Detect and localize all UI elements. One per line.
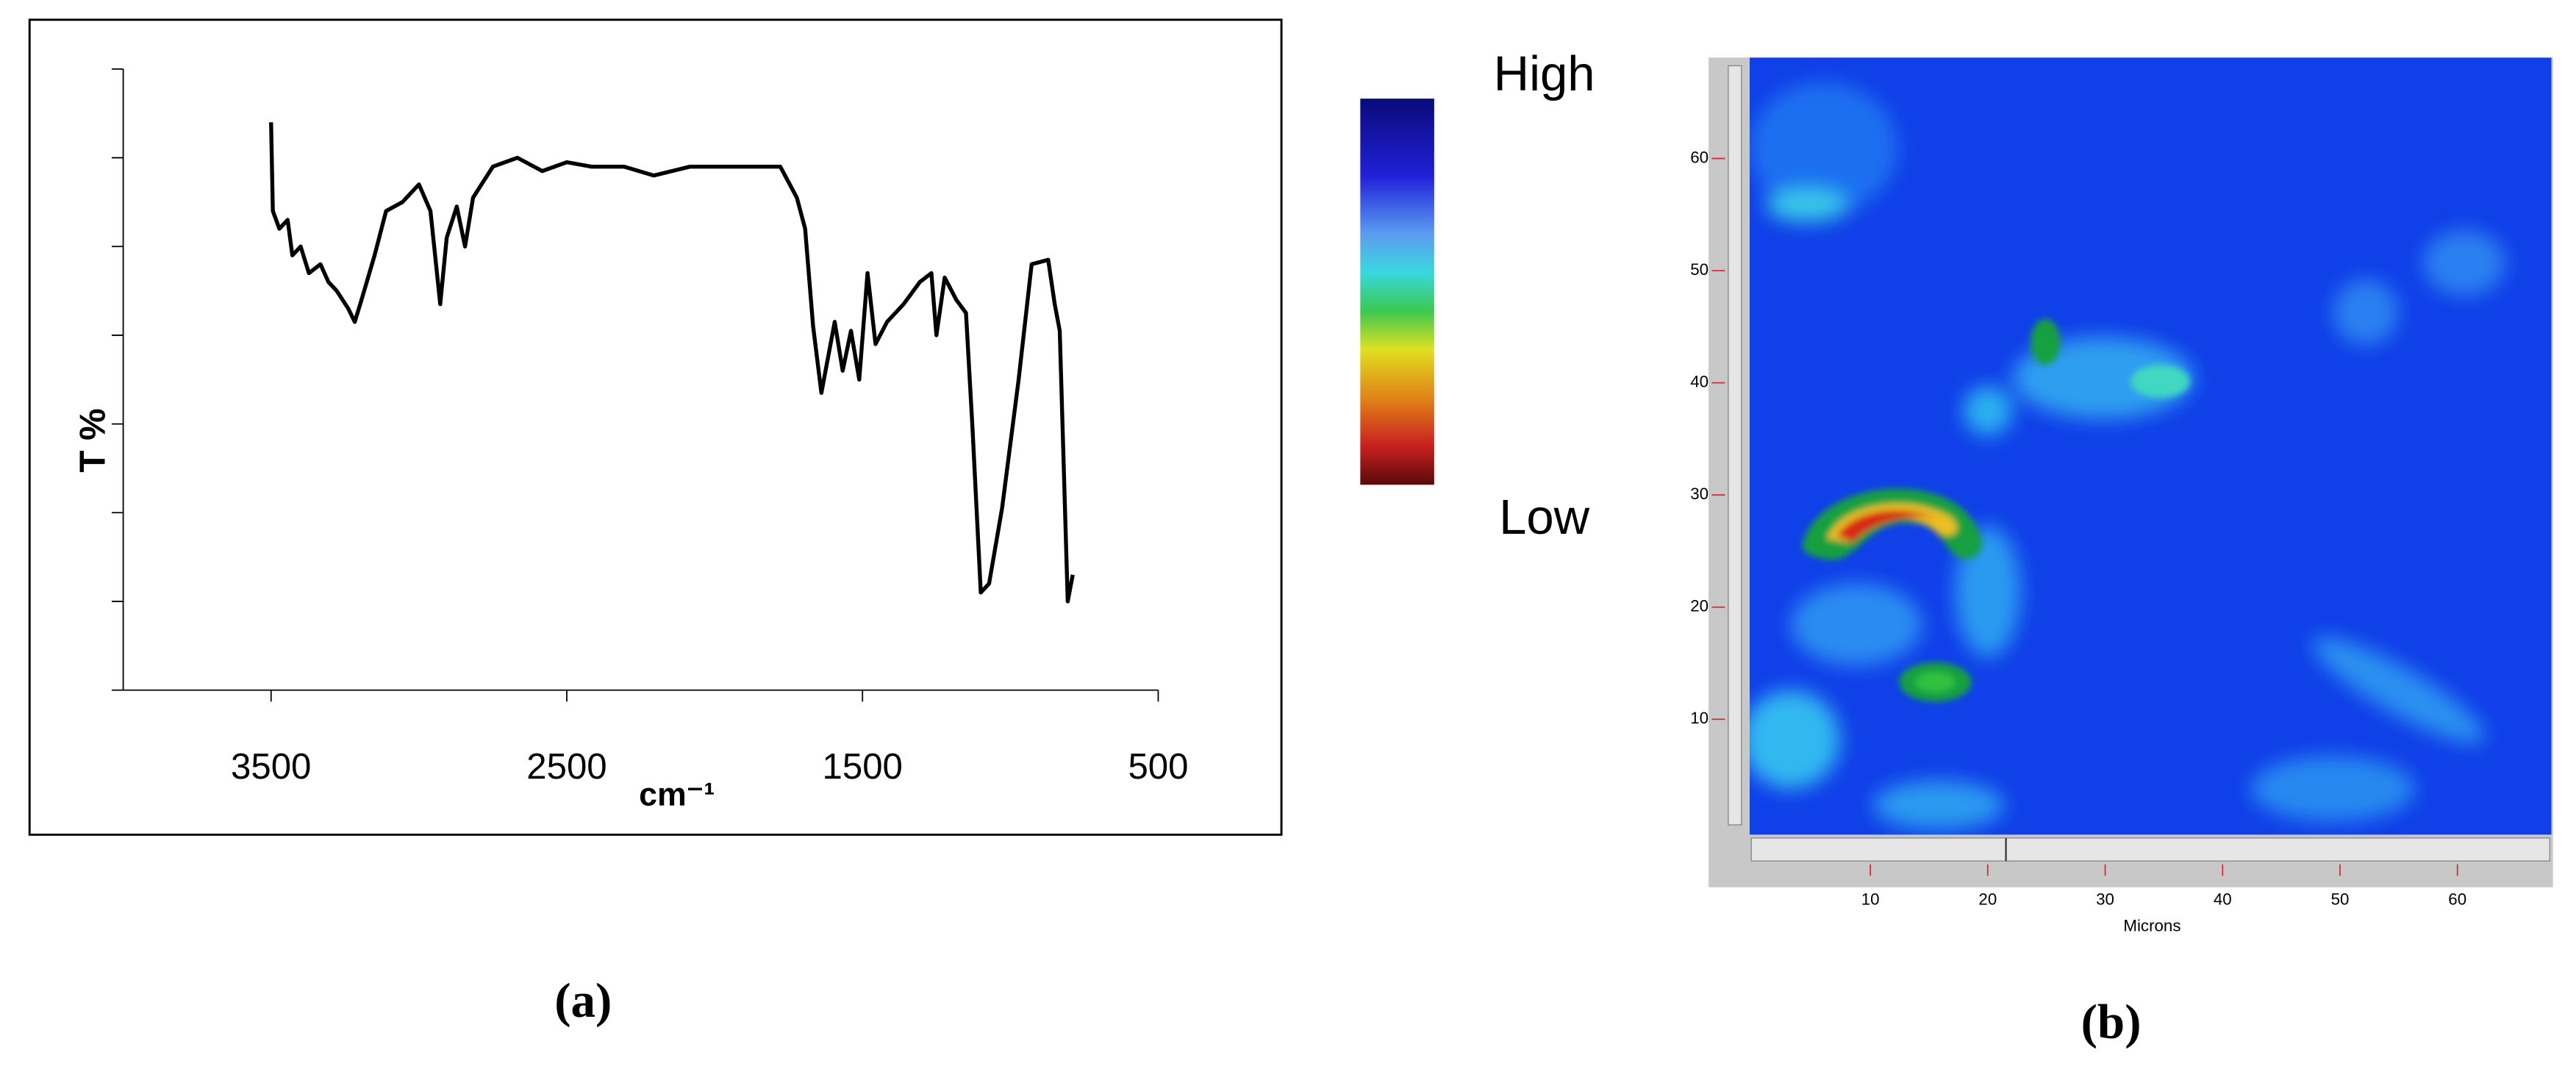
y-axis-label: T % <box>73 408 113 472</box>
x-tick-label: 20 <box>1978 890 1997 909</box>
y-tick-label: 10 <box>1690 709 1709 727</box>
x-tick-label: 60 <box>2448 890 2466 909</box>
y-tick-label: 20 <box>1690 597 1709 615</box>
x-tick-label: 40 <box>2214 890 2232 909</box>
x-axis-label: cm⁻¹ <box>639 777 715 813</box>
x-tick-label: 30 <box>2096 890 2114 909</box>
x-axis-label: Microns <box>2123 916 2180 935</box>
y-tick-label: 30 <box>1690 485 1709 503</box>
spectrum-line <box>269 122 1075 604</box>
x-tick-label: 2500 <box>526 746 607 787</box>
panel-label: (b) <box>2081 994 2142 1049</box>
y-tick-label: 40 <box>1690 373 1709 391</box>
x-tick-label: 500 <box>1128 746 1188 787</box>
x-tick-label: 50 <box>2331 890 2350 909</box>
chemical-map <box>1749 57 2552 835</box>
scrollbar <box>1728 65 1742 826</box>
panel-label: (a) <box>554 973 612 1028</box>
scrollbar <box>1750 837 2550 862</box>
panel-frame <box>28 18 1283 836</box>
x-tick-label: 10 <box>1861 890 1880 909</box>
x-tick-label: 1500 <box>823 746 903 787</box>
y-tick-label: 50 <box>1690 260 1709 279</box>
colorbar <box>1360 99 1434 485</box>
y-tick-label: 60 <box>1690 148 1709 166</box>
x-tick-label: 3500 <box>231 746 311 787</box>
colorbar-label: Low <box>1499 490 1590 545</box>
colorbar-label: High <box>1494 46 1595 101</box>
